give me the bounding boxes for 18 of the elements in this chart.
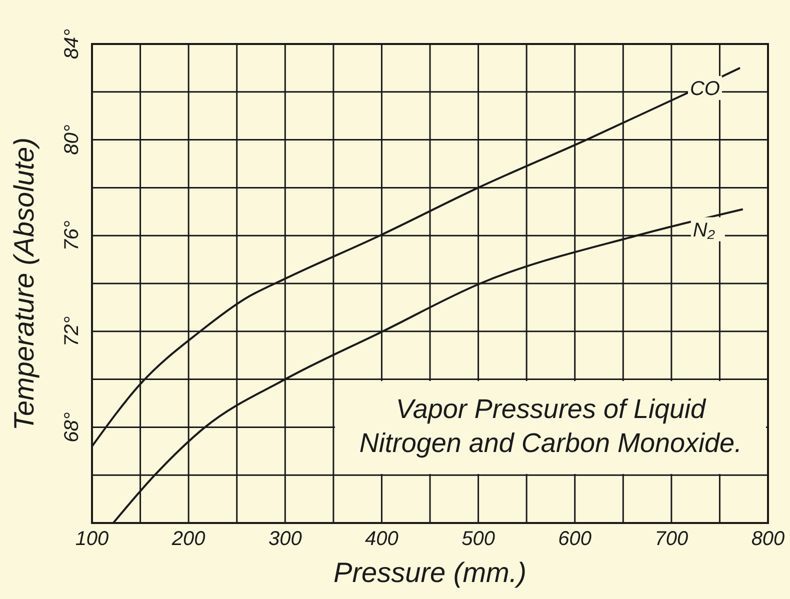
x-tick-label: 400 bbox=[365, 528, 398, 550]
y-axis-title: Temperature (Absolute) bbox=[8, 136, 40, 432]
y-tick-label: 80° bbox=[61, 124, 83, 155]
y-tick-label: 76° bbox=[61, 220, 83, 251]
x-tick-label: 100 bbox=[75, 528, 109, 550]
x-axis-title: Pressure (mm.) bbox=[332, 557, 528, 589]
y-tick-label: 72° bbox=[61, 316, 83, 347]
text: Vapor Pressures of Liquid Nitrogen and Carbon Monoxide. bbox=[358, 393, 744, 460]
x-tick-label: 800 bbox=[751, 528, 785, 550]
y-tick-label: 84° bbox=[61, 28, 83, 60]
x-tick-label: 200 bbox=[170, 528, 206, 550]
x-tick-label: 300 bbox=[268, 528, 302, 550]
y-tick-label: 68° bbox=[61, 412, 83, 442]
x-tick-label: 600 bbox=[558, 528, 592, 550]
x-tick-label: 700 bbox=[654, 528, 688, 550]
x-tick-label: 500 bbox=[462, 528, 495, 550]
series-label: CO bbox=[690, 78, 720, 100]
series-label: N₂ bbox=[692, 219, 716, 242]
